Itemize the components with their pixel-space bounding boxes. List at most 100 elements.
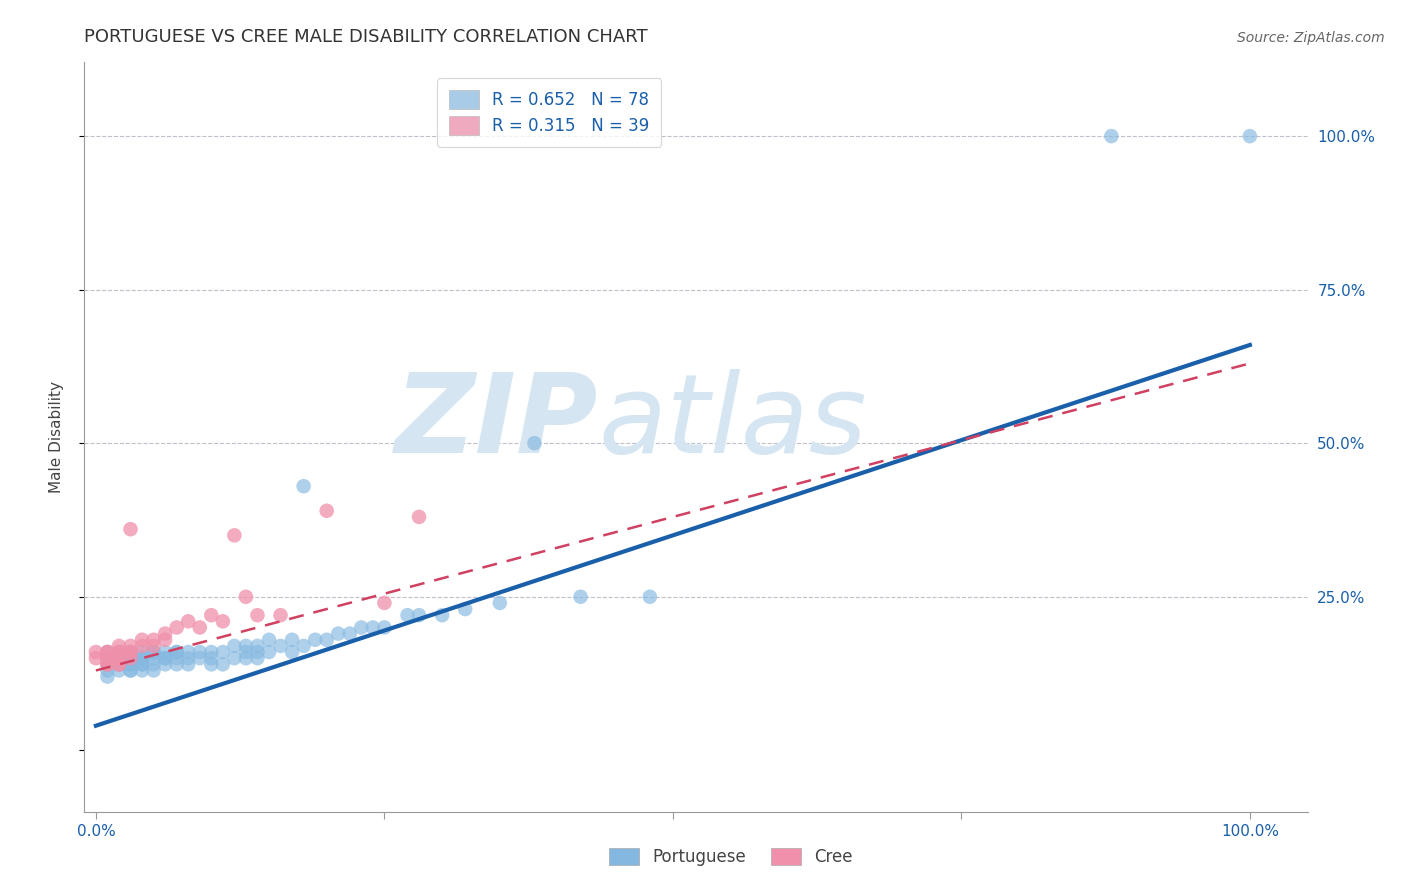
Point bbox=[108, 645, 131, 659]
Point bbox=[131, 664, 153, 678]
Point bbox=[108, 645, 131, 659]
Point bbox=[188, 645, 211, 659]
Point bbox=[200, 645, 222, 659]
Point bbox=[108, 639, 131, 653]
Point bbox=[96, 645, 118, 659]
Point bbox=[339, 626, 361, 640]
Text: ZIP: ZIP bbox=[395, 368, 598, 475]
Point bbox=[235, 590, 257, 604]
Point bbox=[153, 657, 176, 672]
Point bbox=[120, 639, 142, 653]
Point bbox=[108, 657, 131, 672]
Point bbox=[120, 651, 142, 665]
Point bbox=[1239, 129, 1261, 144]
Point bbox=[96, 657, 118, 672]
Legend: R = 0.652   N = 78, R = 0.315   N = 39: R = 0.652 N = 78, R = 0.315 N = 39 bbox=[437, 78, 661, 147]
Y-axis label: Male Disability: Male Disability bbox=[49, 381, 63, 493]
Point bbox=[292, 639, 315, 653]
Point bbox=[270, 608, 292, 623]
Point bbox=[108, 651, 131, 665]
Point bbox=[166, 620, 188, 634]
Point bbox=[328, 626, 350, 640]
Point bbox=[153, 651, 176, 665]
Point bbox=[235, 651, 257, 665]
Point bbox=[200, 608, 222, 623]
Point bbox=[281, 645, 304, 659]
Point bbox=[177, 615, 200, 629]
Text: PORTUGUESE VS CREE MALE DISABILITY CORRELATION CHART: PORTUGUESE VS CREE MALE DISABILITY CORRE… bbox=[84, 28, 648, 45]
Point bbox=[315, 504, 337, 518]
Point bbox=[177, 645, 200, 659]
Point bbox=[108, 645, 131, 659]
Point bbox=[246, 639, 269, 653]
Point bbox=[200, 651, 222, 665]
Point bbox=[120, 657, 142, 672]
Point bbox=[120, 651, 142, 665]
Point bbox=[246, 651, 269, 665]
Point bbox=[292, 479, 315, 493]
Point bbox=[142, 645, 165, 659]
Point bbox=[408, 608, 430, 623]
Point bbox=[84, 651, 107, 665]
Point bbox=[211, 645, 233, 659]
Point bbox=[153, 645, 176, 659]
Point bbox=[200, 657, 222, 672]
Point bbox=[373, 596, 395, 610]
Point bbox=[235, 645, 257, 659]
Legend: Portuguese, Cree: Portuguese, Cree bbox=[600, 840, 862, 875]
Text: atlas: atlas bbox=[598, 368, 866, 475]
Point bbox=[523, 436, 546, 450]
Point bbox=[131, 657, 153, 672]
Point bbox=[142, 632, 165, 647]
Point bbox=[1099, 129, 1122, 144]
Point bbox=[224, 651, 246, 665]
Point bbox=[188, 620, 211, 634]
Point bbox=[108, 651, 131, 665]
Point bbox=[120, 664, 142, 678]
Point bbox=[211, 615, 233, 629]
Point bbox=[96, 651, 118, 665]
Point bbox=[246, 608, 269, 623]
Point bbox=[166, 657, 188, 672]
Point bbox=[142, 651, 165, 665]
Point bbox=[108, 657, 131, 672]
Point bbox=[96, 670, 118, 684]
Point bbox=[131, 639, 153, 653]
Point bbox=[408, 510, 430, 524]
Point bbox=[246, 645, 269, 659]
Point bbox=[396, 608, 419, 623]
Point bbox=[108, 664, 131, 678]
Point bbox=[177, 657, 200, 672]
Point bbox=[120, 522, 142, 536]
Point bbox=[166, 651, 188, 665]
Point bbox=[177, 651, 200, 665]
Point bbox=[153, 651, 176, 665]
Point bbox=[142, 645, 165, 659]
Point bbox=[188, 651, 211, 665]
Point bbox=[211, 657, 233, 672]
Point bbox=[108, 651, 131, 665]
Point bbox=[281, 632, 304, 647]
Point bbox=[142, 639, 165, 653]
Point bbox=[224, 528, 246, 542]
Point bbox=[120, 664, 142, 678]
Point bbox=[373, 620, 395, 634]
Point bbox=[96, 651, 118, 665]
Point bbox=[120, 645, 142, 659]
Point bbox=[257, 632, 280, 647]
Point bbox=[84, 645, 107, 659]
Point bbox=[131, 645, 153, 659]
Point bbox=[153, 632, 176, 647]
Point bbox=[153, 626, 176, 640]
Point bbox=[96, 645, 118, 659]
Point bbox=[96, 657, 118, 672]
Text: Source: ZipAtlas.com: Source: ZipAtlas.com bbox=[1237, 31, 1385, 45]
Point bbox=[488, 596, 510, 610]
Point bbox=[120, 657, 142, 672]
Point bbox=[142, 664, 165, 678]
Point bbox=[350, 620, 373, 634]
Point bbox=[96, 645, 118, 659]
Point bbox=[108, 657, 131, 672]
Point bbox=[96, 657, 118, 672]
Point bbox=[131, 632, 153, 647]
